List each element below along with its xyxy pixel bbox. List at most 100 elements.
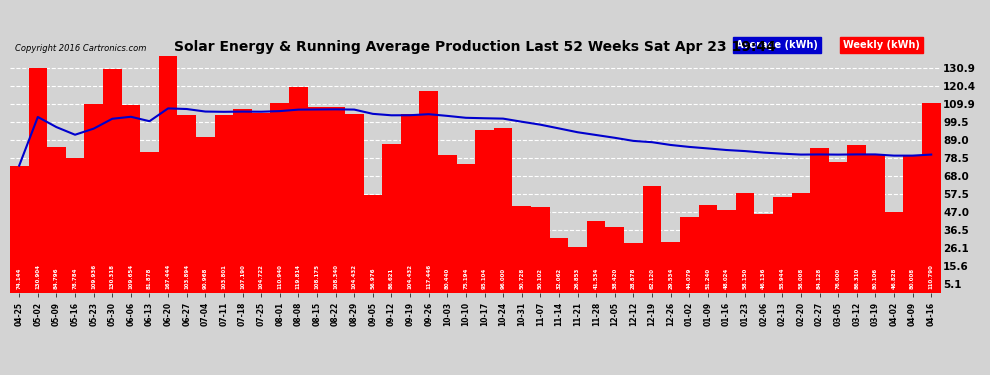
Bar (420, 92, 438, 292)
Text: 51.240: 51.240 (705, 268, 711, 289)
Bar (215, 115, 234, 292)
Bar (158, 6, 177, 292)
Text: 103.801: 103.801 (222, 264, 227, 289)
Text: 86.621: 86.621 (389, 268, 394, 289)
Bar (345, 114, 363, 292)
Bar (680, 217, 699, 292)
Bar (568, 246, 587, 292)
Text: 41.534: 41.534 (594, 268, 599, 289)
Bar (382, 144, 401, 292)
Text: 104.432: 104.432 (351, 264, 356, 289)
Bar (810, 148, 829, 292)
Bar (606, 227, 624, 292)
Text: 90.968: 90.968 (203, 268, 208, 289)
Text: 108.175: 108.175 (315, 264, 320, 289)
Bar (475, 130, 494, 292)
Bar (866, 155, 885, 292)
Text: 58.150: 58.150 (742, 268, 747, 289)
Text: 29.534: 29.534 (668, 268, 673, 289)
Text: 96.000: 96.000 (501, 268, 506, 289)
Text: 48.024: 48.024 (724, 268, 729, 289)
Bar (401, 114, 420, 292)
Bar (754, 213, 773, 292)
Bar (792, 193, 810, 292)
Title: Solar Energy & Running Average Production Last 52 Weeks Sat Apr 23 19:44: Solar Energy & Running Average Productio… (174, 40, 776, 54)
Text: 78.784: 78.784 (72, 268, 77, 289)
Bar (885, 212, 903, 292)
Bar (549, 238, 568, 292)
Bar (494, 128, 513, 292)
Bar (438, 155, 456, 292)
Text: 110.790: 110.790 (929, 264, 934, 289)
Bar (103, 69, 122, 292)
Bar (196, 137, 215, 292)
Bar (624, 243, 643, 292)
Text: 80.440: 80.440 (445, 268, 449, 289)
Text: 84.128: 84.128 (817, 268, 822, 289)
Bar (234, 109, 251, 292)
Bar (903, 156, 922, 292)
Text: 46.136: 46.136 (761, 268, 766, 289)
Bar (29, 68, 48, 292)
Bar (289, 87, 308, 292)
Bar (717, 210, 736, 292)
Text: 50.102: 50.102 (538, 268, 543, 289)
Bar (10, 166, 29, 292)
Text: 75.194: 75.194 (463, 268, 468, 289)
Text: 38.420: 38.420 (612, 268, 618, 289)
Text: 104.722: 104.722 (258, 264, 263, 289)
Text: 110.940: 110.940 (277, 264, 282, 289)
Bar (84, 104, 103, 292)
Bar (699, 205, 717, 292)
Bar (643, 186, 661, 292)
Bar (363, 195, 382, 292)
Text: 58.008: 58.008 (798, 268, 804, 289)
Text: 28.878: 28.878 (631, 268, 636, 289)
Text: 104.432: 104.432 (408, 264, 413, 289)
Text: 119.814: 119.814 (296, 264, 301, 289)
Text: 130.904: 130.904 (36, 264, 41, 289)
Bar (308, 107, 327, 292)
Text: 109.654: 109.654 (129, 264, 134, 289)
Text: 117.446: 117.446 (426, 264, 432, 289)
Text: 32.062: 32.062 (556, 268, 561, 289)
Bar (177, 115, 196, 292)
Bar (829, 162, 847, 292)
Text: Average (kWh): Average (kWh) (736, 40, 818, 50)
Bar (922, 103, 940, 292)
Text: 130.318: 130.318 (110, 264, 115, 289)
Text: Copyright 2016 Cartronics.com: Copyright 2016 Cartronics.com (15, 45, 146, 54)
Bar (847, 145, 866, 292)
Text: 108.340: 108.340 (333, 264, 339, 289)
Text: 55.944: 55.944 (780, 268, 785, 289)
Text: 109.936: 109.936 (91, 264, 96, 289)
Bar (661, 242, 680, 292)
Text: 62.120: 62.120 (649, 268, 654, 289)
Text: 167.444: 167.444 (165, 264, 170, 289)
Text: 107.190: 107.190 (240, 264, 246, 289)
Text: 50.728: 50.728 (519, 268, 525, 289)
Bar (251, 113, 270, 292)
Bar (122, 105, 141, 292)
Bar (48, 147, 65, 292)
Bar (456, 164, 475, 292)
Bar (270, 103, 289, 292)
Bar (141, 152, 158, 292)
Bar (65, 158, 84, 292)
Text: 46.828: 46.828 (891, 268, 897, 289)
Text: 74.144: 74.144 (17, 268, 22, 289)
Text: 56.976: 56.976 (370, 268, 375, 289)
Bar (513, 206, 531, 292)
Bar (327, 107, 345, 292)
Text: 80.106: 80.106 (873, 268, 878, 289)
Bar (773, 197, 792, 292)
Text: 76.000: 76.000 (836, 268, 841, 289)
Bar (736, 193, 754, 292)
Text: 95.104: 95.104 (482, 268, 487, 289)
Bar (531, 207, 549, 292)
Text: 103.894: 103.894 (184, 264, 189, 289)
Text: 81.878: 81.878 (147, 268, 152, 289)
Text: 44.079: 44.079 (687, 268, 692, 289)
Bar (587, 221, 606, 292)
Text: 80.008: 80.008 (910, 268, 915, 289)
